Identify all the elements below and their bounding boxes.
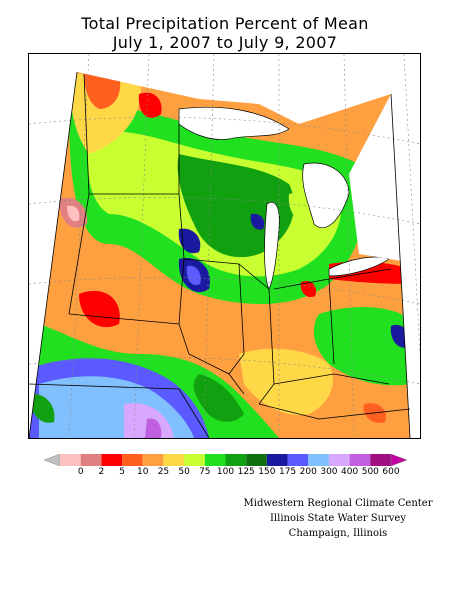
legend-tick-label: 75 [199, 467, 211, 477]
east-blank-area [349, 94, 420, 264]
legend-color-box [184, 454, 205, 466]
legend-tick-label: 25 [157, 467, 170, 477]
legend-tick-label: 0 [77, 467, 84, 477]
lake-michigan [264, 201, 280, 290]
legend-tick-label: 400 [341, 467, 359, 477]
credit-location: Champaign, Illinois [288, 528, 388, 539]
legend-tick-label: 10 [137, 467, 149, 477]
northwest-red-region [84, 74, 121, 109]
lake-huron [302, 162, 350, 229]
legend-tick-label: 50 [178, 467, 190, 477]
west-lightpink-spot [67, 205, 80, 222]
legend-tick-label: 600 [382, 467, 400, 477]
state-borders [29, 71, 411, 438]
central-lightblue-spot [186, 265, 201, 286]
legend-tick-label: 175 [278, 467, 297, 477]
map-title: Total Precipitation Percent of Mean [81, 14, 369, 33]
legend-tick-label: 500 [361, 467, 379, 477]
map-frame [28, 53, 421, 439]
legend-boxes [60, 454, 391, 466]
legend-color-box [328, 454, 350, 466]
legend-tick-label: 125 [237, 467, 255, 477]
legend-tick-label: 100 [216, 467, 235, 477]
legend-color-box [308, 454, 329, 466]
south-darkgreen-band [193, 374, 244, 422]
legend-tick-label: 5 [119, 467, 125, 477]
legend-tick-label: 150 [258, 467, 276, 477]
legend-color-box [142, 454, 164, 466]
legend-right-arrow [390, 453, 407, 467]
legend-color-box [204, 454, 226, 466]
central-purple-spot [178, 228, 201, 254]
legend-color-box [101, 454, 123, 466]
lake-erie [328, 256, 390, 277]
graticule [29, 54, 420, 438]
legend-tick-labels: 0 2 5 10 25 50 75 100 125 150 175 200 300 400 500 600 [44, 467, 407, 481]
legend-color-box [246, 454, 267, 466]
north-red-spot [138, 92, 162, 118]
southeast-darkgreen-spot [29, 393, 55, 423]
michigan-blue-spot [250, 213, 265, 230]
legend-tick-label: 2 [98, 467, 105, 477]
canada-area [77, 54, 420, 124]
color-legend [44, 453, 407, 467]
legend-color-box [349, 454, 371, 466]
legend-color-box [370, 454, 391, 466]
legend-color-box [266, 454, 288, 466]
legend-color-box [122, 454, 143, 466]
precipitation-map [29, 54, 420, 438]
legend-color-box [225, 454, 247, 466]
southwest-purple-spot [145, 418, 162, 438]
legend-color-box [60, 454, 81, 466]
credit-organization: Midwestern Regional Climate Center [243, 498, 433, 509]
east-green-region [313, 307, 410, 386]
credit-survey: Illinois State Water Survey [269, 513, 406, 524]
legend-color-box [287, 454, 309, 466]
map-subtitle: July 1, 2007 to July 9, 2007 [112, 33, 338, 52]
legend-color-box [163, 454, 185, 466]
lake-superior [178, 106, 290, 140]
legend-color-box [80, 454, 102, 466]
legend-tick-label: 300 [320, 467, 338, 477]
central-red-spot [300, 280, 317, 298]
legend-tick-label: 200 [299, 467, 317, 477]
legend-left-arrow [44, 453, 61, 467]
